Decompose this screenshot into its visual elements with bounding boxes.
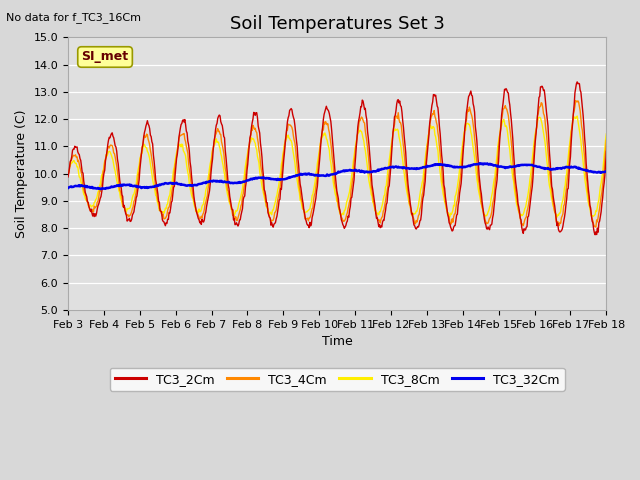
Title: Soil Temperatures Set 3: Soil Temperatures Set 3 (230, 15, 445, 33)
Y-axis label: Soil Temperature (C): Soil Temperature (C) (15, 109, 28, 238)
Text: SI_met: SI_met (81, 50, 129, 63)
X-axis label: Time: Time (322, 335, 353, 348)
Text: No data for f_TC3_16Cm: No data for f_TC3_16Cm (6, 12, 141, 23)
Legend: TC3_2Cm, TC3_4Cm, TC3_8Cm, TC3_32Cm: TC3_2Cm, TC3_4Cm, TC3_8Cm, TC3_32Cm (109, 368, 564, 391)
